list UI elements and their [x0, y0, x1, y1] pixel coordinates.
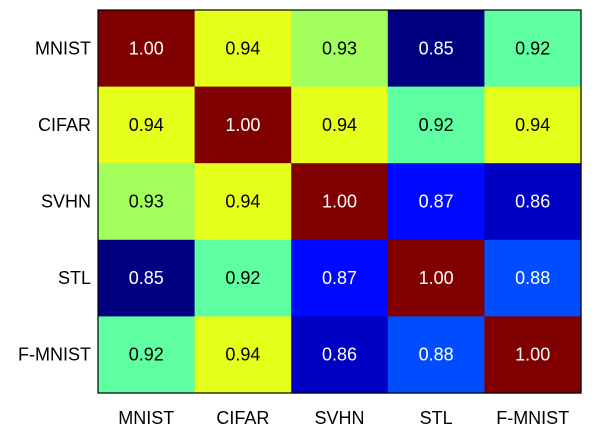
x-tick-label-1: CIFAR — [216, 408, 269, 428]
heatmap-cell-4-3 — [387, 316, 485, 394]
y-tick-label-2: SVHN — [41, 192, 91, 212]
plot-frame — [97, 9, 582, 394]
heatmap-cell-1-4 — [484, 86, 582, 164]
heatmap-value-labels: 1.00 0.94 0.93 0.85 0.92 0.94 1.00 0.94 0.92 0.94… — [129, 38, 550, 364]
cell-value-label-4-1: 0.94 — [225, 345, 260, 365]
heatmap-cell-1-0 — [98, 86, 196, 164]
cell-value-label-2-4: 0.86 — [515, 192, 550, 212]
cell-value-label-1-4: 0.94 — [515, 115, 550, 135]
cell-value-label-0-2: 0.93 — [322, 38, 357, 58]
cell-value-label-2-2: 1.00 — [322, 192, 357, 212]
heatmap-cell-0-3 — [387, 10, 485, 88]
cell-value-label-0-0: 1.00 — [129, 38, 164, 58]
heatmap-cell-2-3 — [387, 163, 485, 241]
x-tick-label-0: MNIST — [118, 408, 174, 428]
cell-value-label-4-4: 1.00 — [515, 345, 550, 365]
heatmap-cell-1-1 — [194, 86, 292, 164]
y-tick-label-0: MNIST — [35, 38, 91, 58]
cell-value-label-1-0: 0.94 — [129, 115, 164, 135]
y-axis-ticks: MNIST CIFAR SVHN STL F-MNIST — [18, 38, 91, 364]
cell-value-label-3-2: 0.87 — [322, 268, 357, 288]
heatmap-cell-3-3 — [387, 239, 485, 317]
cell-value-label-2-3: 0.87 — [419, 192, 454, 212]
cell-value-label-2-1: 0.94 — [225, 192, 260, 212]
heatmap-cell-0-0 — [98, 10, 196, 88]
cell-value-label-1-1: 1.00 — [225, 115, 260, 135]
cell-value-label-4-2: 0.86 — [322, 345, 357, 365]
cell-value-label-4-3: 0.88 — [419, 345, 454, 365]
cell-value-label-3-0: 0.85 — [129, 268, 164, 288]
heatmap-cell-2-4 — [484, 163, 582, 241]
x-tick-label-3: STL — [420, 408, 453, 428]
x-tick-label-4: F-MNIST — [496, 408, 569, 428]
cell-value-label-2-0: 0.93 — [129, 192, 164, 212]
heatmap-cell-4-1 — [194, 316, 292, 394]
heatmap-cell-3-1 — [194, 239, 292, 317]
heatmap-cell-3-4 — [484, 239, 582, 317]
cell-value-label-1-3: 0.92 — [419, 115, 454, 135]
heatmap-cell-0-2 — [291, 10, 389, 88]
cell-value-label-3-4: 0.88 — [515, 268, 550, 288]
y-tick-label-3: STL — [58, 268, 91, 288]
cell-value-label-3-3: 1.00 — [419, 268, 454, 288]
heatmap-cell-1-3 — [387, 86, 485, 164]
cell-value-label-0-1: 0.94 — [225, 38, 260, 58]
cell-value-label-0-4: 0.92 — [515, 38, 550, 58]
x-axis-ticks: MNIST CIFAR SVHN STL F-MNIST — [118, 408, 569, 428]
cell-value-label-1-2: 0.94 — [322, 115, 357, 135]
heatmap-cell-2-0 — [98, 163, 196, 241]
y-tick-label-1: CIFAR — [38, 115, 91, 135]
heatmap-cell-3-0 — [98, 239, 196, 317]
heatmap-cell-4-0 — [98, 316, 196, 394]
x-tick-label-2: SVHN — [314, 408, 364, 428]
heatmap-cell-2-1 — [194, 163, 292, 241]
heatmap-cell-4-2 — [291, 316, 389, 394]
cell-value-label-4-0: 0.92 — [129, 345, 164, 365]
heatmap-cell-0-4 — [484, 10, 582, 88]
heatmap-cell-3-2 — [291, 239, 389, 317]
heatmap-cell-2-2 — [291, 163, 389, 241]
cell-value-label-3-1: 0.92 — [225, 268, 260, 288]
heatmap-cells — [98, 10, 582, 394]
heatmap-cell-1-2 — [291, 86, 389, 164]
heatmap-cell-4-4 — [484, 316, 582, 394]
cell-value-label-0-3: 0.85 — [419, 38, 454, 58]
y-tick-label-4: F-MNIST — [18, 345, 91, 365]
heatmap-cell-0-1 — [194, 10, 292, 88]
